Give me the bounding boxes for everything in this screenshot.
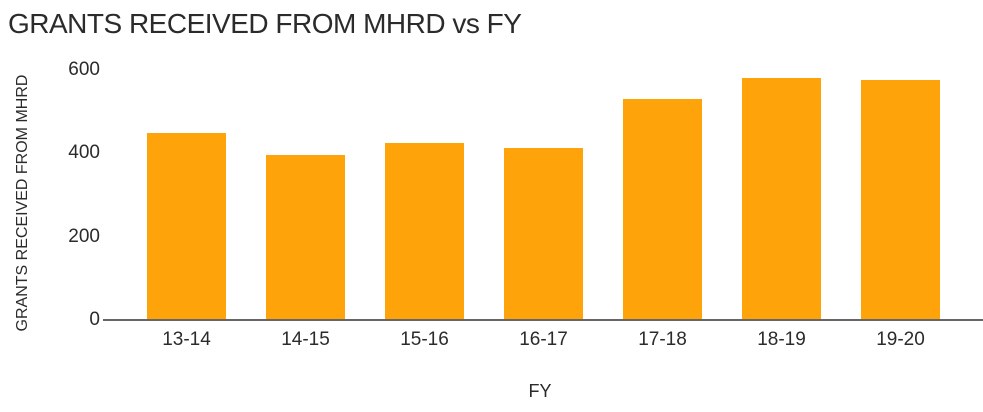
x-tick-15-16: 15-16 [400,329,449,350]
y-tick-200: 200 [68,225,100,247]
bar-15-16 [385,142,464,320]
y-tick-400: 400 [68,142,100,164]
bar-18-19 [742,78,821,320]
x-axis-title: FY [528,381,552,401]
x-tick-17-18: 17-18 [638,329,687,350]
bar-14-15 [266,155,345,320]
x-tick-14-15: 14-15 [281,329,330,350]
bar-17-18 [623,99,702,320]
x-tick-19-20: 19-20 [876,329,925,350]
x-axis-line [103,319,983,321]
y-tick-600: 600 [68,59,100,80]
x-tick-16-17: 16-17 [519,329,568,350]
y-tick-0: 0 [89,309,100,330]
x-tick-18-19: 18-19 [757,329,806,350]
bar-13-14 [147,132,226,320]
bar-16-17 [504,148,583,320]
x-tick-13-14: 13-14 [162,329,211,350]
chart-title: GRANTS RECEIVED FROM MHRD vs FY [8,8,522,39]
y-axis-title: GRANTS RECEIVED FROM MHRD [14,74,31,332]
bar-19-20 [861,80,940,320]
